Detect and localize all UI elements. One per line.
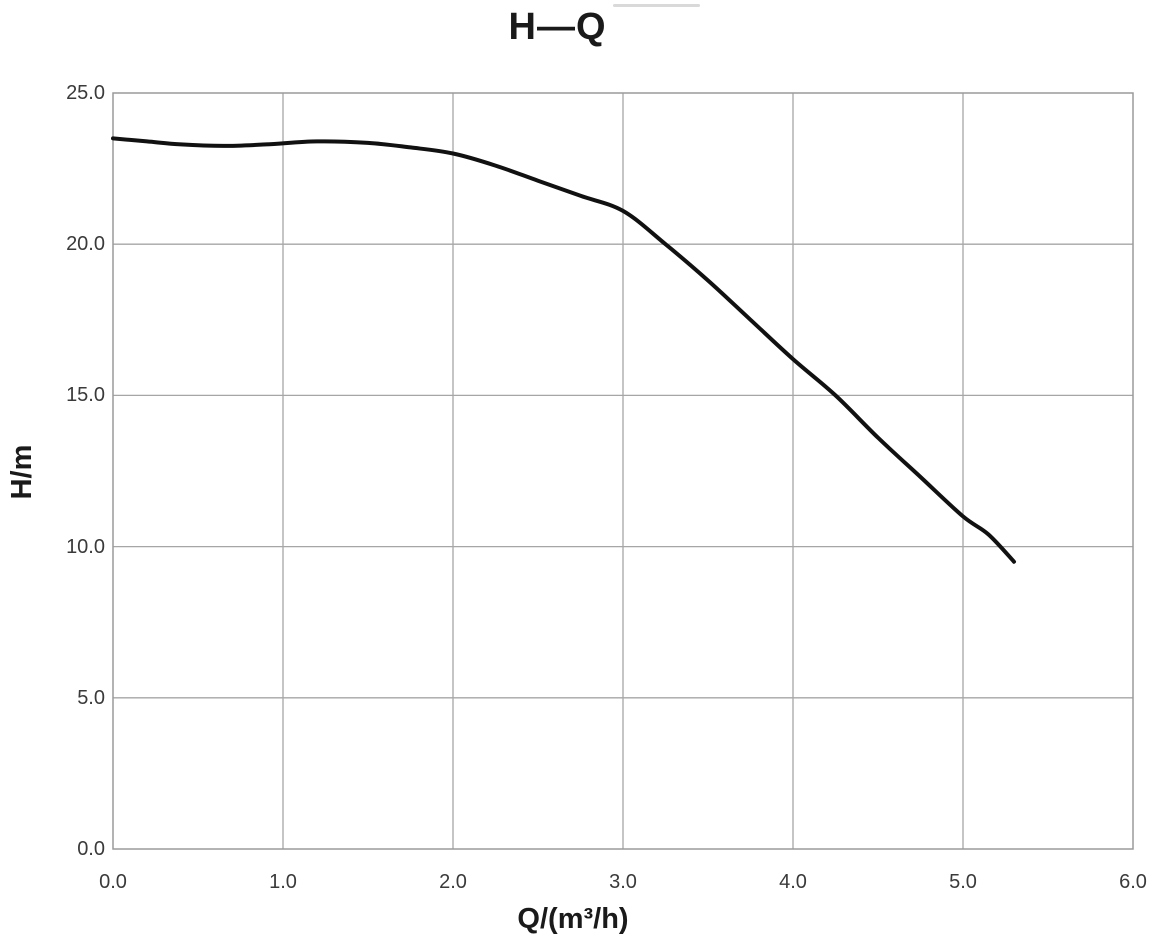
- chart-title: H—Q: [508, 6, 607, 48]
- gridlines: [113, 93, 1133, 849]
- plot-border: [112, 92, 1134, 850]
- x-tick-label: 1.0: [269, 871, 297, 893]
- x-tick-label: 5.0: [949, 871, 977, 893]
- y-tick-label: 5.0: [77, 686, 105, 709]
- y-tick-label: 20.0: [66, 233, 105, 256]
- top-edge-artifact: [613, 4, 700, 7]
- hq-curve: [111, 136, 1016, 564]
- x-tick-label: 6.0: [1119, 871, 1147, 893]
- x-tick-label: 4.0: [779, 871, 807, 893]
- y-tick-label: 25.0: [66, 82, 105, 104]
- x-tick-label: 3.0: [609, 871, 637, 893]
- y-axis-title: H/m: [6, 444, 38, 500]
- y-tick-label: 10.0: [66, 535, 105, 558]
- y-tick-label: 0.0: [77, 838, 105, 860]
- x-tick-label: 2.0: [439, 871, 467, 893]
- x-tick-label: 0.0: [99, 871, 127, 893]
- x-axis-title: Q/(m³/h): [517, 903, 629, 935]
- y-tick-label: 15.0: [66, 384, 105, 407]
